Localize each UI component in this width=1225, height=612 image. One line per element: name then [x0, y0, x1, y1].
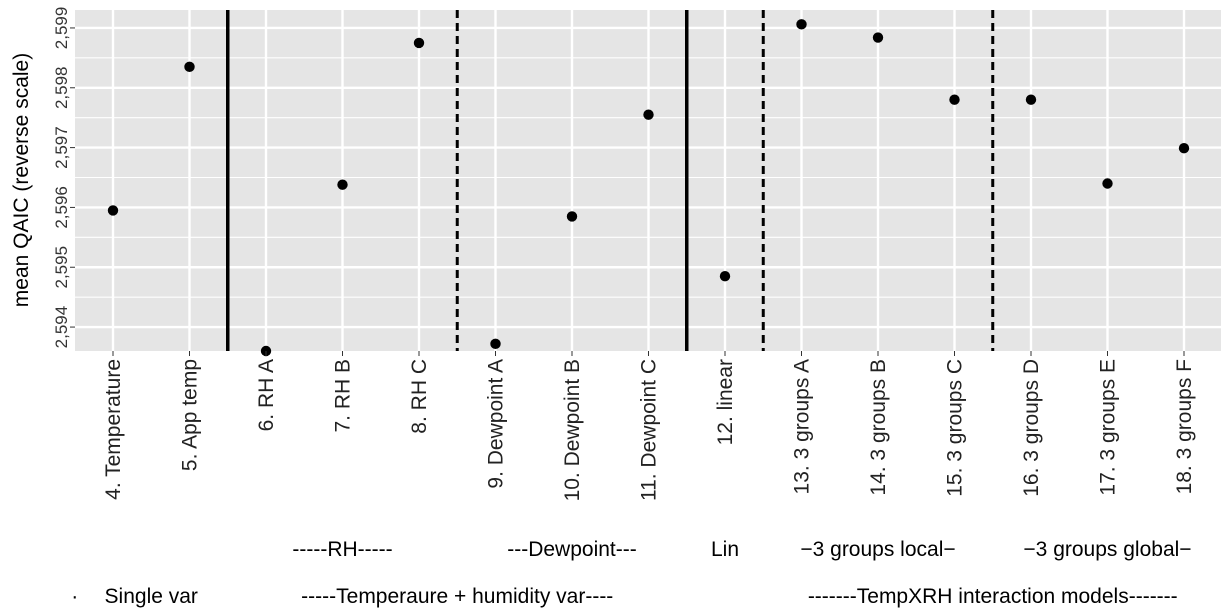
x-tick-label: 7. RH B	[332, 359, 355, 433]
data-points	[107, 19, 1190, 357]
group-label: -------TempXRH interaction models-------	[808, 585, 1178, 608]
data-point	[1025, 94, 1037, 105]
data-point	[872, 32, 884, 43]
data-point	[490, 338, 501, 350]
subgroup-label: -----RH-----	[292, 538, 392, 561]
y-tick-label: 2,598	[52, 66, 71, 109]
x-tick-labels: 4. Temperature 5. App temp 6. RH A 7. RH B 8…	[102, 351, 1196, 501]
data-point	[566, 211, 578, 222]
data-point	[719, 271, 731, 282]
x-tick-label: 14. 3 groups B	[867, 359, 890, 496]
x-tick-label: 8. RH C	[408, 359, 431, 434]
x-tick-label: 18. 3 groups F	[1173, 359, 1196, 494]
data-point	[337, 179, 348, 190]
x-tick-label: 17. 3 groups E	[1097, 359, 1120, 496]
x-tick-label: 15. 3 groups C	[944, 359, 967, 497]
y-tick-label: 2,595	[52, 246, 71, 289]
data-point	[107, 205, 119, 216]
subgroup-label: −3 groups local−	[800, 538, 955, 561]
x-tick-label: 11. Dewpoint C	[638, 359, 661, 501]
data-point	[796, 19, 807, 30]
x-tick-label: 4. Temperature	[102, 359, 125, 500]
group-separators	[226, 10, 995, 351]
y-tick-label: 2,596	[52, 186, 71, 229]
data-point	[1178, 142, 1190, 154]
group-label: -----Temperaure + humidity var----	[301, 585, 613, 608]
subgroup-label: Lin	[711, 538, 739, 561]
x-tick-label: 12. linear	[714, 359, 737, 445]
data-point	[643, 109, 654, 120]
data-point	[949, 94, 960, 105]
x-tick-label: 10. Dewpoint B	[561, 359, 584, 501]
group-label: Single var	[105, 585, 198, 608]
group-labels: · Single var -----Temperaure + humidity va…	[71, 585, 1177, 608]
data-point	[1102, 178, 1113, 189]
y-tick-label: 2,597	[52, 126, 71, 169]
subgroup-label: ---Dewpoint---	[507, 538, 637, 561]
subgroup-label: −3 groups global−	[1023, 538, 1191, 561]
x-tick-label: 6. RH A	[255, 359, 278, 431]
x-tick-label: 13. 3 groups A	[791, 359, 814, 494]
subgroup-labels: -----RH----- ---Dewpoint--- Lin −3 groups l…	[292, 538, 1191, 561]
y-tick-label: 2,594	[52, 306, 71, 349]
y-axis-title: mean QAIC (reverse scale)	[10, 53, 33, 307]
x-tick-label: 9. Dewpoint A	[485, 359, 508, 489]
x-tick-label: 5. App temp	[179, 359, 202, 471]
group-label: ·	[71, 585, 78, 608]
data-point	[184, 61, 195, 73]
y-tick-labels: 2,594 2,595 2,596 2,597 2,598 2,599	[52, 7, 75, 349]
data-point	[413, 37, 425, 49]
x-tick-label: 16. 3 groups D	[1020, 359, 1043, 497]
y-tick-label: 2,599	[52, 7, 71, 50]
